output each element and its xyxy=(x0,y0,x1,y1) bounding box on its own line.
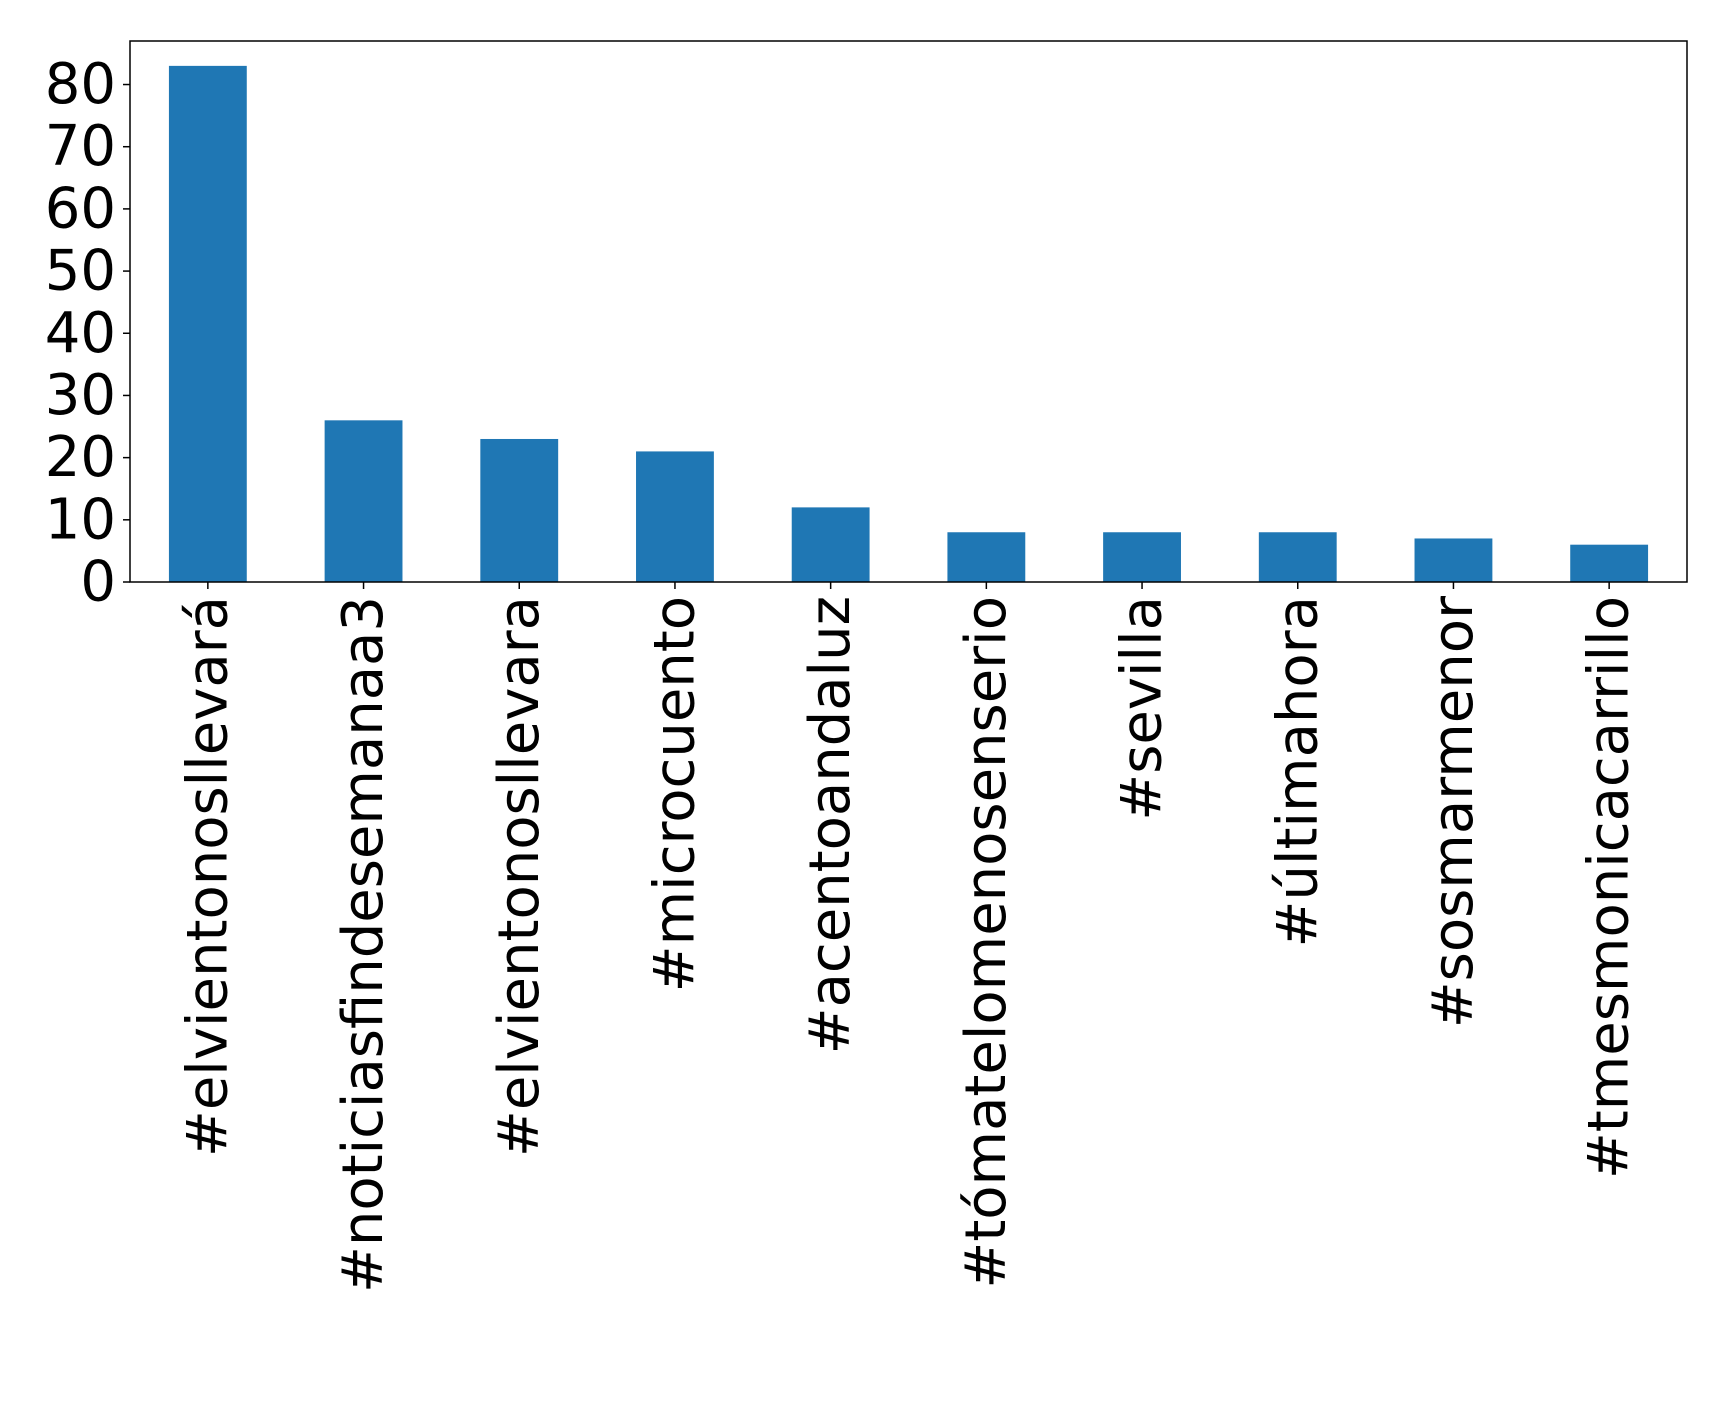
bar xyxy=(1258,532,1337,582)
y-tick-label: 70 xyxy=(45,114,116,179)
x-tick-label: #microcuento xyxy=(642,596,707,992)
y-tick-label: 50 xyxy=(45,239,116,304)
x-tick-label: #acentoandaluz xyxy=(798,596,863,1054)
bar xyxy=(1570,544,1649,582)
plot-area-frame xyxy=(129,40,1688,583)
y-tick-label: 10 xyxy=(45,487,116,552)
bar xyxy=(636,451,714,582)
x-tick-label: #tmesmonicacarrillo xyxy=(1577,596,1642,1179)
x-tick-label: #tómatelomenosenserio xyxy=(954,596,1019,1289)
bar xyxy=(168,65,247,583)
bar xyxy=(480,438,559,582)
y-tick-label: 0 xyxy=(80,550,116,615)
x-tick-label: #noticiasfindesemanaa3 xyxy=(331,596,396,1293)
y-tick-label: 40 xyxy=(45,301,116,366)
y-tick-label: 30 xyxy=(45,363,116,428)
y-tick-label: 60 xyxy=(45,176,116,241)
bar xyxy=(1414,538,1493,582)
bar xyxy=(324,420,403,582)
bars-group xyxy=(168,65,1649,583)
y-tick-label: 20 xyxy=(45,425,116,490)
x-tick-label: #sosmarmenor xyxy=(1421,595,1486,1028)
bar xyxy=(1103,532,1181,582)
x-tick-label: #elvientonosllevara xyxy=(487,596,552,1157)
x-tick-label: #sevilla xyxy=(1110,596,1175,821)
y-tick-label: 80 xyxy=(45,52,116,117)
x-axis: #elvientonosllevará #noticiasfindesemanaa… xyxy=(175,582,1642,1293)
bar xyxy=(791,507,870,582)
x-tick-label: #elvientonosllevará xyxy=(175,596,240,1157)
x-tick-label: #últimahora xyxy=(1265,596,1330,947)
bar xyxy=(947,532,1026,582)
